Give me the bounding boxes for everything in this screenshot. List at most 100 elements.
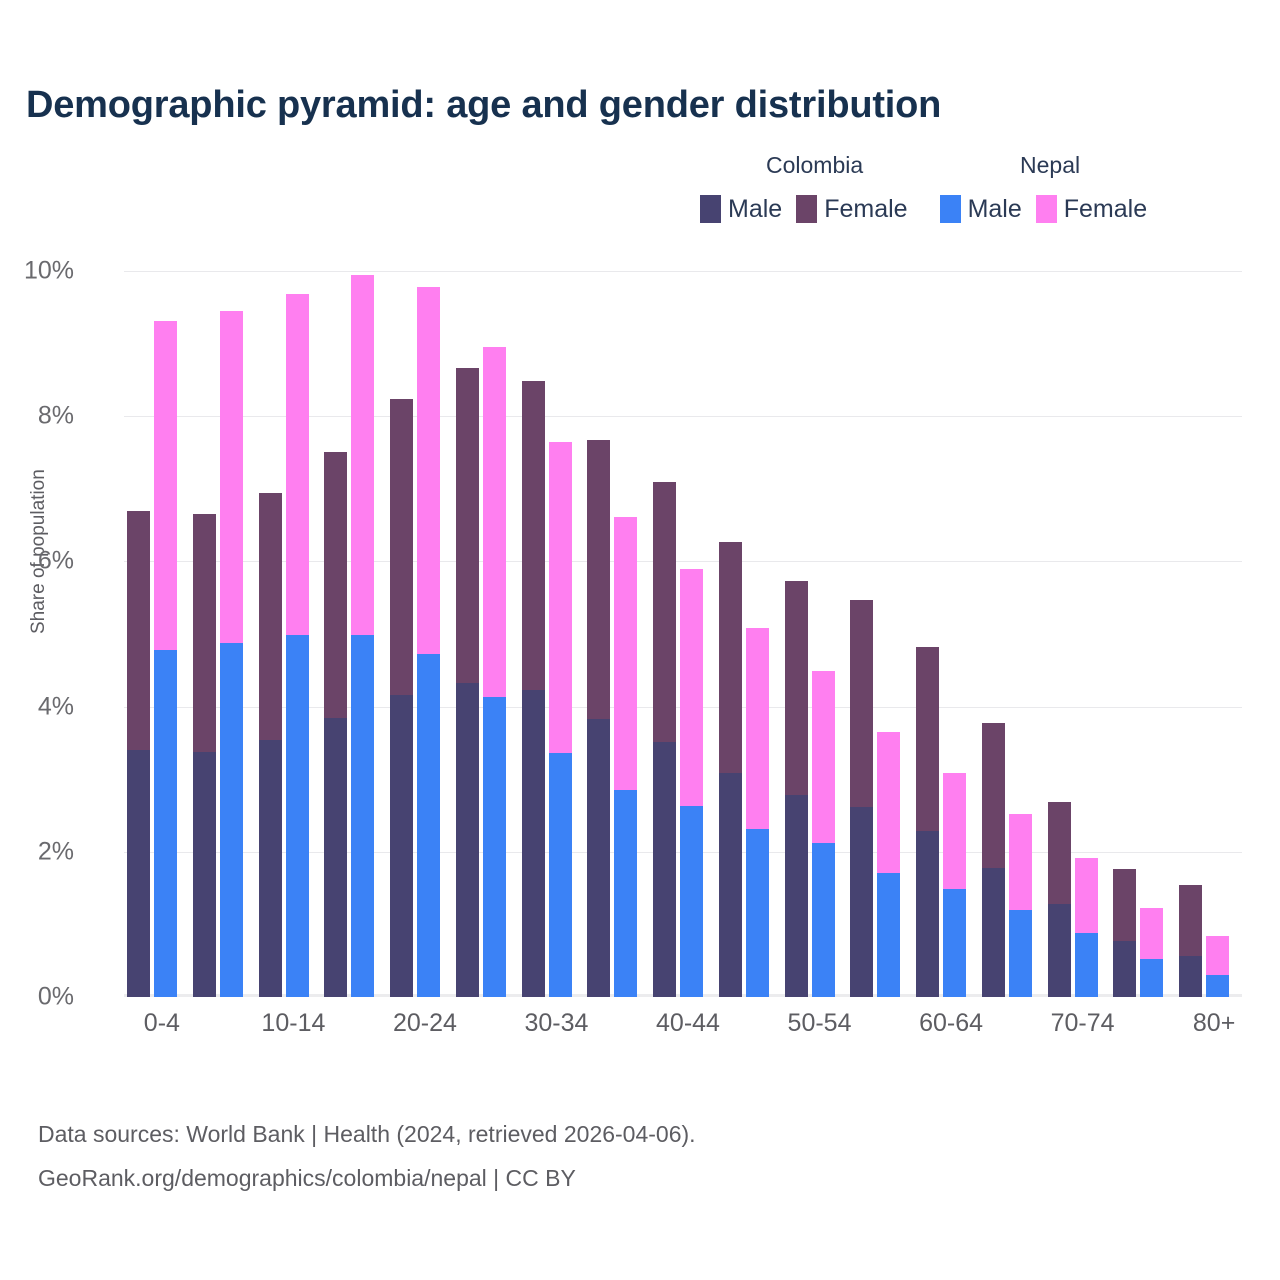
nepal-male-segment[interactable] bbox=[548, 753, 572, 997]
nepal-male-segment[interactable] bbox=[1140, 958, 1164, 997]
colombia-male-segment[interactable] bbox=[1179, 955, 1203, 997]
colombia-male-segment[interactable] bbox=[258, 740, 282, 997]
colombia-female-segment[interactable] bbox=[1047, 801, 1071, 905]
nepal-female-segment[interactable] bbox=[680, 568, 704, 807]
colombia-male-segment[interactable] bbox=[1113, 941, 1137, 997]
x-axis-tick-label: 20-24 bbox=[392, 1009, 457, 1037]
nepal-male-segment[interactable] bbox=[482, 697, 506, 997]
colombia-female-segment[interactable] bbox=[192, 514, 216, 752]
nepal-male-segment[interactable] bbox=[614, 790, 638, 997]
colombia-female-segment[interactable] bbox=[981, 722, 1005, 868]
colombia-female-segment[interactable] bbox=[455, 368, 479, 683]
nepal-male-segment[interactable] bbox=[1074, 933, 1098, 997]
legend-item-colombia-male[interactable]: Male bbox=[700, 195, 782, 224]
nepal-male-segment[interactable] bbox=[745, 828, 769, 997]
colombia-female-segment[interactable] bbox=[127, 510, 150, 751]
nepal-female-segment[interactable] bbox=[219, 310, 243, 643]
nepal-female-segment[interactable] bbox=[877, 732, 901, 873]
nepal-male-segment[interactable] bbox=[285, 634, 309, 997]
colombia-male-segment[interactable] bbox=[587, 718, 611, 997]
colombia-female-segment[interactable] bbox=[916, 647, 940, 831]
nepal-male-segment[interactable] bbox=[219, 642, 243, 997]
legend-country-headers: Colombia Nepal bbox=[700, 152, 1260, 182]
colombia-male-segment[interactable] bbox=[653, 742, 677, 997]
nepal-female-segment[interactable] bbox=[745, 628, 769, 829]
colombia-male-segment[interactable] bbox=[521, 689, 545, 997]
nepal-female-segment[interactable] bbox=[614, 517, 638, 791]
nepal-male-segment[interactable] bbox=[877, 872, 901, 997]
plot-area: 0% 2% 4% 6% 8% 10% 0-4 10-14 20-24 30-34 40-44 50-… bbox=[24, 257, 1242, 1037]
legend-swatch-icon bbox=[700, 195, 721, 223]
colombia-female-segment[interactable] bbox=[718, 541, 742, 774]
legend-item-label: Female bbox=[1063, 194, 1148, 223]
colombia-female-segment[interactable] bbox=[587, 440, 611, 719]
legend-item-label: Female bbox=[824, 194, 908, 223]
nepal-female-segment[interactable] bbox=[154, 321, 177, 650]
colombia-female-segment[interactable] bbox=[850, 599, 874, 807]
x-axis-tick-label: 40-44 bbox=[656, 1009, 720, 1037]
colombia-female-segment[interactable] bbox=[784, 581, 808, 796]
colombia-female-segment[interactable] bbox=[324, 451, 348, 718]
nepal-female-segment[interactable] bbox=[285, 294, 309, 635]
colombia-female-segment[interactable] bbox=[521, 381, 545, 690]
colombia-female-segment[interactable] bbox=[1179, 885, 1203, 956]
legend-item-nepal-male[interactable]: Male bbox=[939, 195, 1022, 224]
legend-item-nepal-female[interactable]: Female bbox=[1035, 194, 1148, 224]
nepal-male-segment[interactable] bbox=[811, 843, 835, 997]
nepal-female-segment[interactable] bbox=[811, 671, 835, 844]
nepal-female-segment[interactable] bbox=[548, 442, 572, 754]
nepal-female-segment[interactable] bbox=[417, 286, 441, 655]
nepal-male-segment[interactable] bbox=[943, 888, 967, 997]
colombia-male-segment[interactable] bbox=[324, 717, 348, 997]
legend-items: Male Female Male Female bbox=[700, 194, 1161, 224]
x-axis-tick-label: 30-34 bbox=[524, 1009, 589, 1037]
gridline bbox=[124, 416, 1242, 418]
colombia-male-segment[interactable] bbox=[455, 682, 479, 997]
nepal-female-segment[interactable] bbox=[482, 346, 506, 698]
x-axis-tick-label: 80+ bbox=[1192, 1009, 1236, 1037]
bar-group bbox=[650, 271, 716, 997]
nepal-male-segment[interactable] bbox=[351, 634, 375, 997]
x-axis-tick-label: 10-14 bbox=[261, 1009, 326, 1037]
footer-data-sources: Data sources: World Bank | Health (2024,… bbox=[38, 1121, 696, 1147]
colombia-male-segment[interactable] bbox=[718, 773, 742, 997]
page-title: Demographic pyramid: age and gender dist… bbox=[26, 84, 942, 126]
nepal-female-segment[interactable] bbox=[943, 772, 967, 889]
nepal-male-segment[interactable] bbox=[1206, 974, 1230, 997]
colombia-male-segment[interactable] bbox=[916, 830, 940, 997]
colombia-male-segment[interactable] bbox=[784, 795, 808, 997]
nepal-female-segment[interactable] bbox=[351, 275, 375, 635]
legend-swatch-icon bbox=[1035, 195, 1057, 223]
x-axis-tick-label: 0-4 bbox=[143, 1009, 180, 1037]
bar-group bbox=[847, 271, 913, 997]
colombia-male-segment[interactable] bbox=[192, 751, 216, 997]
x-axis-tick-label: 50-54 bbox=[787, 1009, 852, 1037]
nepal-male-segment[interactable] bbox=[1008, 909, 1032, 997]
colombia-female-segment[interactable] bbox=[1113, 868, 1137, 942]
nepal-male-segment[interactable] bbox=[417, 654, 441, 997]
nepal-male-segment[interactable] bbox=[154, 649, 177, 997]
colombia-male-segment[interactable] bbox=[1047, 904, 1071, 997]
colombia-female-segment[interactable] bbox=[653, 482, 677, 743]
bar-group bbox=[979, 271, 1045, 997]
nepal-female-segment[interactable] bbox=[1008, 814, 1032, 910]
bar-group bbox=[584, 271, 650, 997]
nepal-female-segment[interactable] bbox=[1140, 908, 1164, 959]
legend-swatch-icon bbox=[796, 195, 818, 223]
x-axis-tick-label: 70-74 bbox=[1050, 1009, 1115, 1037]
colombia-female-segment[interactable] bbox=[390, 398, 414, 695]
colombia-male-segment[interactable] bbox=[981, 867, 1005, 997]
colombia-male-segment[interactable] bbox=[390, 694, 414, 997]
nepal-male-segment[interactable] bbox=[680, 806, 704, 997]
legend-item-colombia-female[interactable]: Female bbox=[796, 194, 908, 224]
bar-group bbox=[1110, 271, 1176, 997]
x-axis-tick-label: 60-64 bbox=[919, 1009, 984, 1037]
colombia-male-segment[interactable] bbox=[850, 806, 874, 997]
nepal-female-segment[interactable] bbox=[1206, 936, 1230, 975]
bar-group bbox=[1045, 271, 1111, 997]
colombia-male-segment[interactable] bbox=[127, 750, 150, 997]
nepal-female-segment[interactable] bbox=[1074, 857, 1098, 934]
bar-group bbox=[453, 271, 519, 997]
colombia-female-segment[interactable] bbox=[258, 493, 282, 740]
